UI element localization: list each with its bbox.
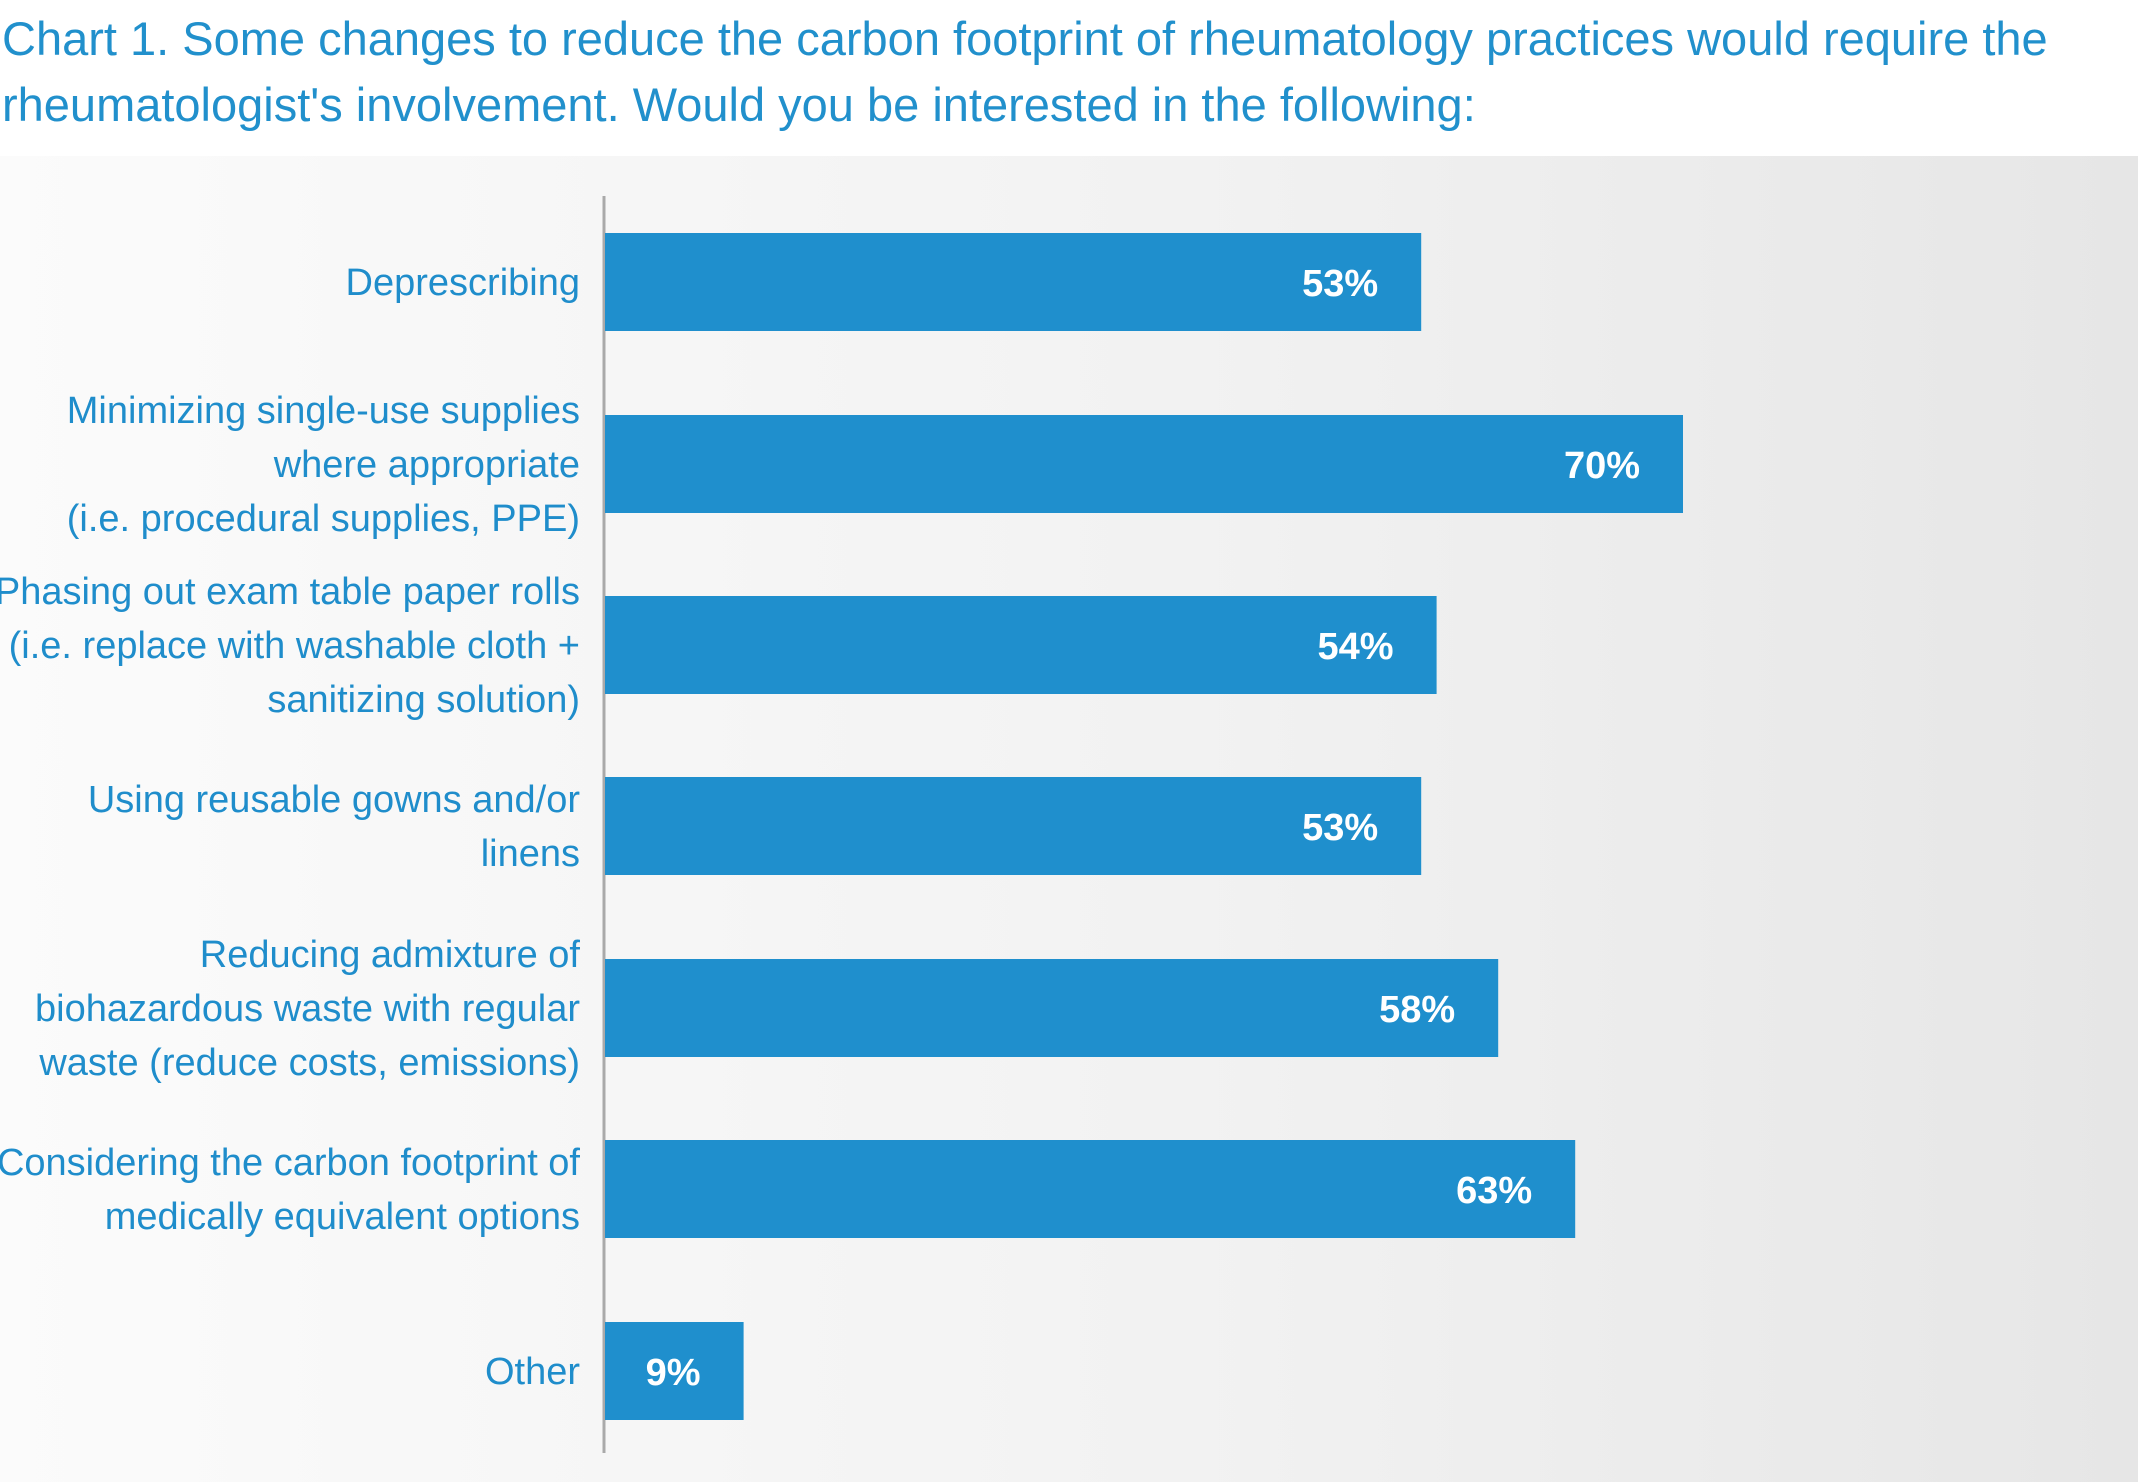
bar xyxy=(605,959,1499,1057)
bar-value-label: 53% xyxy=(1302,263,1378,305)
category-label-line: Using reusable gowns and/or xyxy=(88,779,581,821)
chart-title: Chart 1. Some changes to reduce the carb… xyxy=(2,12,2048,131)
bar xyxy=(605,1140,1576,1238)
category-label: Other xyxy=(485,1351,580,1393)
category-label-line: Reducing admixture of xyxy=(200,934,581,976)
category-label-line: biohazardous waste with regular xyxy=(35,988,580,1030)
bar-value-label: 9% xyxy=(646,1352,701,1394)
bar-value-label: 58% xyxy=(1379,989,1455,1031)
bar xyxy=(605,233,1422,331)
category-label-line: Other xyxy=(485,1351,580,1393)
category-label-line: where appropriate xyxy=(273,444,580,486)
bar-value-label: 54% xyxy=(1318,626,1394,668)
category-label: Minimizing single-use supplies where appr… xyxy=(67,390,580,540)
category-label: Using reusable gowns and/or linens xyxy=(88,779,581,875)
category-label-line: (i.e. procedural supplies, PPE) xyxy=(67,498,580,540)
category-label-line: linens xyxy=(481,833,580,875)
bar xyxy=(605,777,1422,875)
category-label-line: (i.e. replace with washable cloth + xyxy=(9,625,580,667)
bar-value-label: 53% xyxy=(1302,807,1378,849)
bar xyxy=(605,1322,744,1420)
category-label-line: Phasing out exam table paper rolls xyxy=(0,571,580,613)
bar xyxy=(605,415,1683,513)
category-label: Considering the carbon footprint of medic… xyxy=(0,1142,580,1238)
category-label-line: medically equivalent options xyxy=(105,1196,580,1238)
category-label-line: Deprescribing xyxy=(346,262,580,304)
bar-value-label: 63% xyxy=(1456,1170,1532,1212)
category-label: Deprescribing xyxy=(346,262,580,304)
category-label-line: sanitizing solution) xyxy=(267,679,580,721)
category-label-line: Considering the carbon footprint of xyxy=(0,1142,580,1184)
bar xyxy=(605,596,1437,694)
bar-value-label: 70% xyxy=(1564,445,1640,487)
category-label-line: waste (reduce costs, emissions) xyxy=(38,1042,580,1084)
category-label-line: Minimizing single-use supplies xyxy=(67,390,580,432)
category-label: Reducing admixture of biohazardous waste … xyxy=(35,934,580,1084)
category-label: Phasing out exam table paper rolls (i.e. … xyxy=(0,571,580,721)
